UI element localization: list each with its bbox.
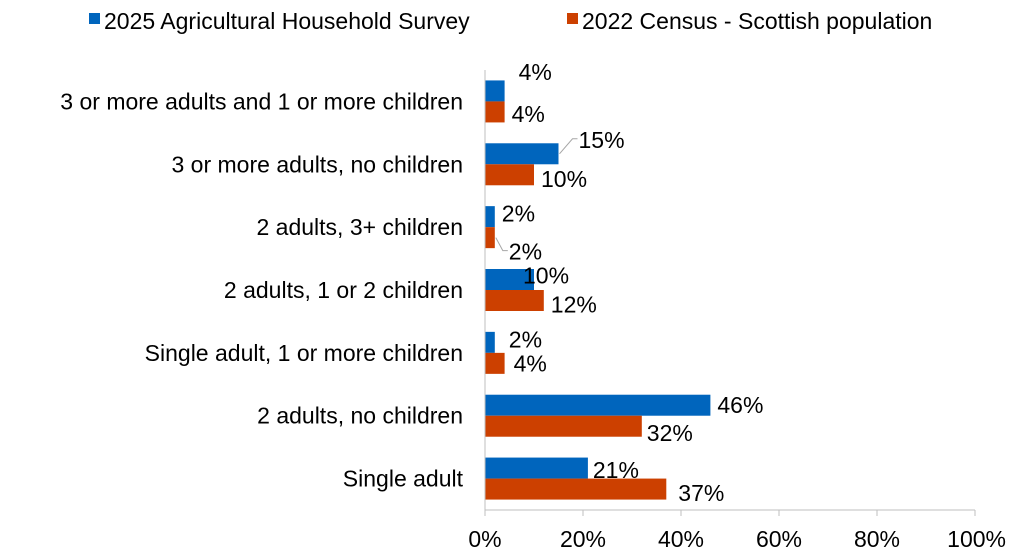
x-tick-label: 0%: [468, 526, 501, 552]
data-label: 46%: [717, 392, 763, 418]
legend-label: 2025 Agricultural Household Survey: [104, 8, 470, 34]
bar: [485, 415, 642, 437]
legend-swatch: [567, 13, 578, 24]
legend-item-2: 2022 Census - Scottish population: [567, 8, 932, 34]
data-label: 21%: [593, 457, 639, 483]
data-label: 10%: [541, 166, 587, 192]
bar: [485, 164, 534, 186]
legend-item-1: 2025 Agricultural Household Survey: [89, 8, 470, 34]
bar: [485, 478, 667, 500]
x-tick-label: 20%: [560, 526, 606, 552]
data-label: 2%: [509, 326, 542, 352]
bar: [485, 143, 559, 165]
data-labels: 4%15%2%10%2%46%21%4%10%2%12%4%32%37%: [502, 59, 764, 506]
category-label: Single adult, 1 or more children: [145, 340, 463, 366]
category-label: 3 or more adults, no children: [172, 151, 464, 177]
bar: [485, 80, 505, 102]
x-tick-label: 60%: [756, 526, 802, 552]
legend: 2025 Agricultural Household Survey 2022 C…: [89, 8, 932, 34]
bar: [485, 457, 588, 479]
data-label: 4%: [519, 59, 552, 85]
bar: [485, 394, 711, 416]
bar: [485, 206, 495, 228]
x-tick-label: 40%: [658, 526, 704, 552]
bar: [485, 101, 505, 123]
leader-line: [495, 237, 508, 252]
category-label: 2 adults, no children: [257, 403, 463, 429]
bar: [485, 290, 544, 311]
data-label: 10%: [523, 263, 569, 289]
legend-label: 2022 Census - Scottish population: [582, 8, 932, 34]
category-label: 3 or more adults and 1 or more children: [60, 88, 463, 114]
data-label: 37%: [678, 480, 724, 506]
leader-line: [559, 138, 578, 155]
bar: [485, 331, 495, 353]
bars: [485, 80, 711, 500]
bar: [485, 352, 505, 374]
bar: [485, 269, 534, 290]
data-label: 2%: [502, 201, 535, 227]
data-label: 4%: [514, 350, 547, 376]
data-label: 32%: [647, 420, 693, 446]
category-label: 2 adults, 3+ children: [257, 214, 464, 240]
bar: [485, 227, 495, 249]
x-tick-label: 100%: [947, 526, 1006, 552]
category-label: Single adult: [343, 466, 464, 492]
leader-lines: [495, 138, 578, 252]
legend-swatch: [89, 13, 100, 24]
data-label: 2%: [509, 239, 542, 265]
category-label: 2 adults, 1 or 2 children: [224, 277, 463, 303]
x-tick-label: 80%: [854, 526, 900, 552]
data-label: 12%: [551, 292, 597, 318]
data-label: 15%: [579, 127, 625, 153]
x-axis: 0% 20% 40% 60% 80% 100%: [468, 70, 1006, 552]
data-label: 4%: [512, 101, 545, 127]
category-labels: 3 or more adults and 1 or more children 3…: [60, 88, 463, 491]
